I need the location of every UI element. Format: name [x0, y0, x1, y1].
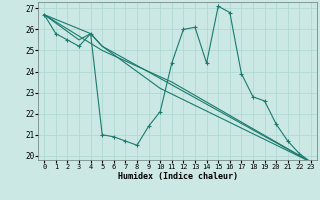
- X-axis label: Humidex (Indice chaleur): Humidex (Indice chaleur): [118, 172, 238, 181]
